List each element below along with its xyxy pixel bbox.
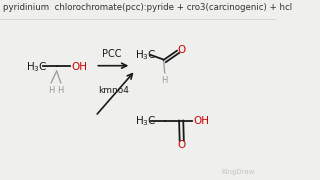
Text: PCC: PCC [102, 48, 122, 58]
Text: H$_3$C: H$_3$C [135, 48, 157, 62]
Text: OH: OH [193, 116, 209, 127]
Text: H$_3$C: H$_3$C [26, 60, 48, 73]
Text: KingDraw: KingDraw [221, 169, 255, 175]
Text: H$_3$C: H$_3$C [135, 115, 157, 128]
Text: H: H [58, 86, 64, 94]
Text: H: H [162, 76, 168, 85]
Text: O: O [177, 140, 185, 150]
Text: pyridinium  chlorochromate(pcc):pyride + cro3(carcinogenic) + hcl: pyridinium chlorochromate(pcc):pyride + … [3, 3, 292, 12]
Text: kmno4: kmno4 [98, 86, 129, 95]
Text: OH: OH [71, 62, 87, 72]
Text: O: O [178, 45, 186, 55]
Text: H: H [48, 86, 54, 94]
